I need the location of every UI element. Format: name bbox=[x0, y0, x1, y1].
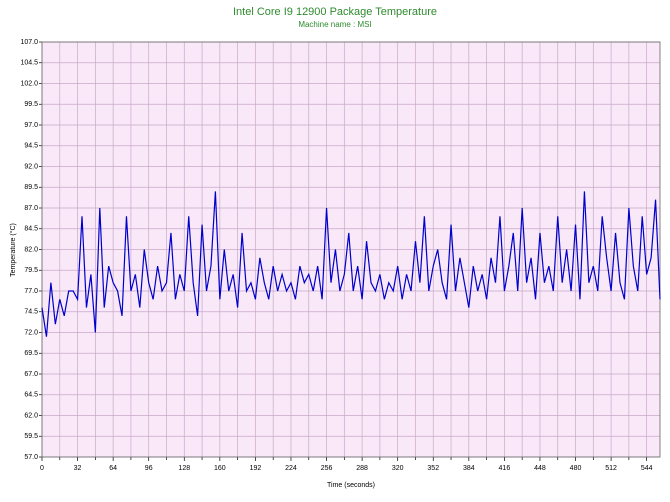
y-tick-label: 84.5 bbox=[24, 226, 38, 233]
y-tick-label: 89.5 bbox=[24, 184, 38, 191]
y-tick-label: 107.0 bbox=[20, 39, 38, 46]
y-tick-label: 74.5 bbox=[24, 309, 38, 316]
y-tick-label: 64.5 bbox=[24, 392, 38, 399]
y-tick-label: 82.0 bbox=[24, 246, 38, 253]
x-tick-label: 192 bbox=[250, 465, 262, 472]
x-axis-label: Time (seconds) bbox=[327, 482, 375, 489]
y-tick-label: 92.0 bbox=[24, 163, 38, 170]
y-tick-label: 62.0 bbox=[24, 412, 38, 419]
y-tick-label: 99.5 bbox=[24, 101, 38, 108]
x-tick-label: 32 bbox=[74, 465, 82, 472]
x-tick-label: 352 bbox=[427, 465, 439, 472]
x-tick-label: 544 bbox=[641, 465, 653, 472]
x-tick-label: 160 bbox=[214, 465, 226, 472]
x-tick-label: 320 bbox=[392, 465, 404, 472]
x-tick-label: 96 bbox=[145, 465, 153, 472]
y-tick-label: 87.0 bbox=[24, 205, 38, 212]
x-tick-label: 480 bbox=[570, 465, 582, 472]
y-tick-label: 94.5 bbox=[24, 143, 38, 150]
y-tick-label: 67.0 bbox=[24, 371, 38, 378]
x-tick-label: 384 bbox=[463, 465, 475, 472]
x-tick-label: 448 bbox=[534, 465, 546, 472]
y-tick-label: 72.0 bbox=[24, 329, 38, 336]
y-tick-label: 77.0 bbox=[24, 288, 38, 295]
y-tick-label: 69.5 bbox=[24, 350, 38, 357]
y-tick-label: 57.0 bbox=[24, 454, 38, 461]
x-tick-label: 416 bbox=[499, 465, 511, 472]
x-tick-label: 512 bbox=[605, 465, 617, 472]
chart-subtitle: Machine name : MSI bbox=[298, 20, 371, 29]
data-line bbox=[41, 191, 661, 337]
plot-frame bbox=[41, 41, 661, 458]
y-tick-label: 59.5 bbox=[24, 433, 38, 440]
x-tick-label: 64 bbox=[109, 465, 117, 472]
chart-title: Intel Core I9 12900 Package Temperature bbox=[233, 6, 437, 18]
y-tick-label: 97.0 bbox=[24, 122, 38, 129]
x-tick-label: 0 bbox=[40, 465, 44, 472]
x-tick-label: 224 bbox=[285, 465, 297, 472]
x-tick-label: 128 bbox=[178, 465, 190, 472]
y-tick-label: 104.5 bbox=[20, 60, 38, 67]
y-tick-label: 102.0 bbox=[20, 80, 38, 87]
y-tick-label: 79.5 bbox=[24, 267, 38, 274]
x-tick-label: 288 bbox=[356, 465, 368, 472]
y-axis-label: Temperature (°C) bbox=[9, 223, 17, 277]
x-tick-label: 256 bbox=[321, 465, 333, 472]
